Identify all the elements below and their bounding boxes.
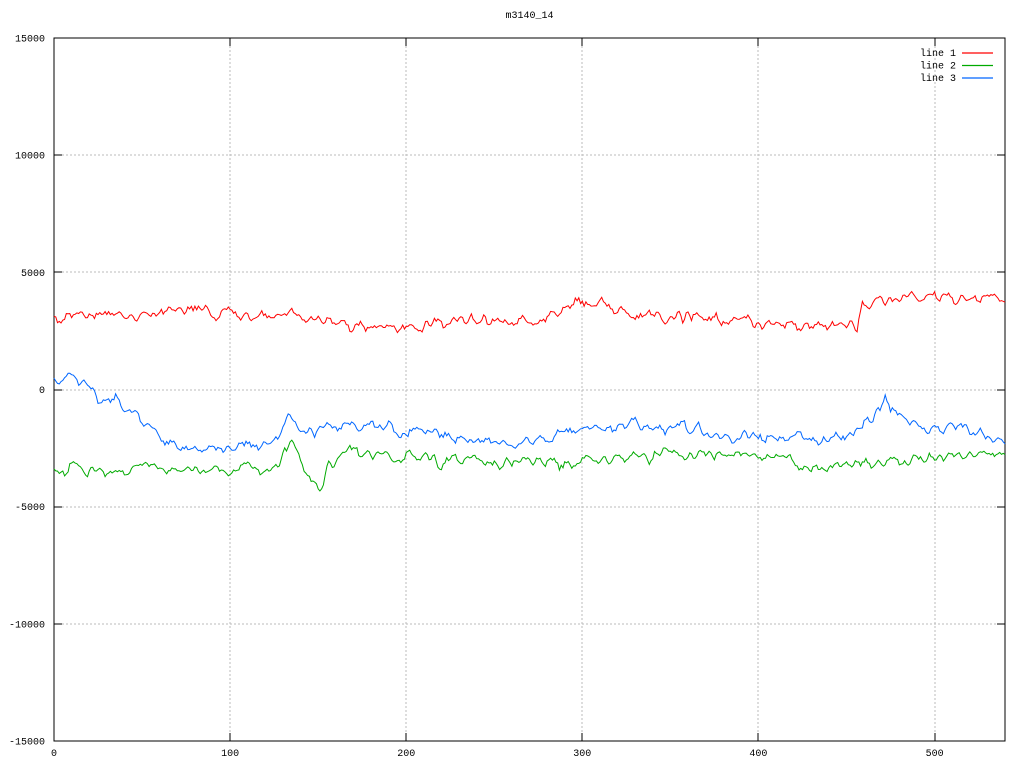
svg-text:-5000: -5000 [15,503,45,514]
svg-text:m3140_14: m3140_14 [505,11,553,22]
svg-text:0: 0 [51,749,57,760]
svg-text:5000: 5000 [21,269,45,280]
svg-text:100: 100 [221,749,239,760]
svg-text:line 3: line 3 [920,73,956,85]
svg-text:500: 500 [926,749,944,760]
svg-text:200: 200 [397,749,415,760]
svg-text:line 2: line 2 [920,61,956,73]
svg-text:400: 400 [749,749,767,760]
svg-text:-10000: -10000 [9,620,45,631]
svg-text:300: 300 [573,749,591,760]
svg-text:0: 0 [39,386,45,397]
svg-text:10000: 10000 [15,152,45,163]
svg-text:15000: 15000 [15,35,45,46]
svg-text:line 1: line 1 [920,48,956,60]
svg-text:-15000: -15000 [9,738,45,749]
